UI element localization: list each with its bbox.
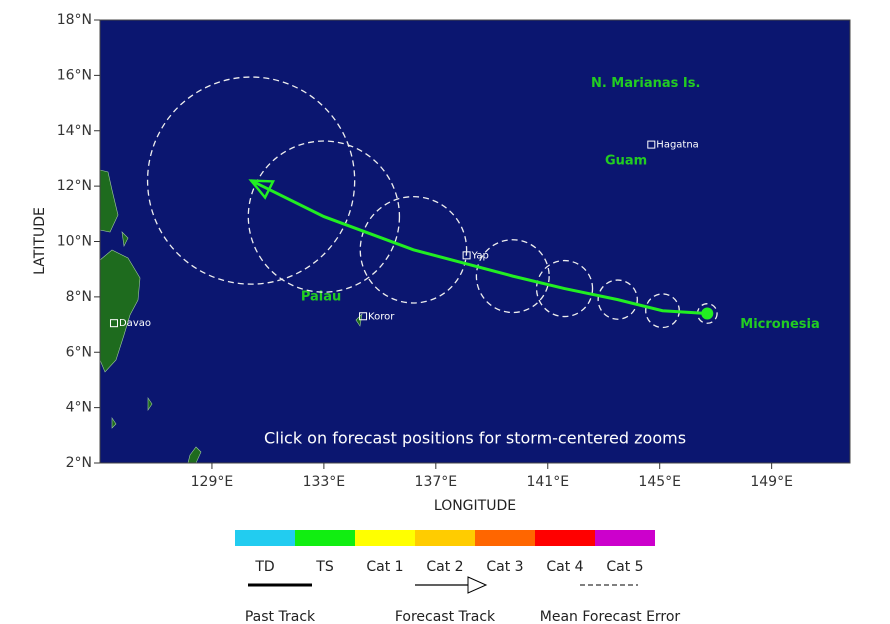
category-swatch: [595, 530, 655, 546]
place-marker: [109, 319, 118, 328]
forecast-track: [250, 179, 708, 315]
place-label: Hagatna: [656, 140, 699, 151]
legend-label: Mean Forecast Error: [540, 609, 681, 624]
place-label: Koror: [368, 311, 395, 322]
instruction: Click on forecast positions for storm-ce…: [264, 429, 686, 448]
ocean: [100, 20, 850, 463]
place-label: Davao: [119, 318, 151, 329]
forecast-arrow-sample: [467, 576, 488, 594]
legend-label: Past Track: [245, 609, 316, 624]
y-tick-label: 4°N: [66, 400, 92, 416]
legend: Past Track Forecast Track Mean Forecast …: [245, 576, 681, 624]
category-label: Cat 1: [366, 559, 403, 575]
category-swatch: [535, 530, 595, 546]
y-tick-label: 12°N: [57, 178, 92, 194]
x-tick-label: 145°E: [638, 474, 681, 490]
forecast-error-circle[interactable]: [247, 140, 401, 293]
category-label: Cat 2: [426, 559, 463, 575]
x-axis-label: LONGITUDE: [434, 498, 516, 514]
category-swatch: [475, 530, 535, 546]
current-position[interactable]: [701, 307, 714, 320]
place-marker: [359, 312, 368, 321]
region-label: N. Marianas Is.: [591, 76, 701, 91]
category-swatch: [235, 530, 295, 546]
category-label: Cat 5: [606, 559, 643, 575]
forecast-error-circle[interactable]: [146, 76, 356, 285]
region-label: Palau: [301, 289, 341, 304]
y-tick-label: 8°N: [66, 289, 92, 305]
x-tick-label: 149°E: [750, 474, 793, 490]
land: [99, 169, 363, 464]
category-label: TS: [315, 559, 334, 575]
forecast-error-circle[interactable]: [475, 239, 550, 314]
category-swatch: [355, 530, 415, 546]
place-label: Yap: [471, 250, 489, 261]
forecast-error-circle[interactable]: [535, 259, 594, 318]
place-marker: [647, 140, 656, 149]
x-tick-label: 141°E: [526, 474, 569, 490]
category-label: Cat 3: [486, 559, 523, 575]
y-tick-label: 6°N: [66, 344, 92, 360]
y-tick-label: 16°N: [57, 67, 92, 83]
x-tick-label: 137°E: [415, 474, 458, 490]
region-label: Guam: [605, 154, 647, 169]
y-tick-label: 14°N: [57, 123, 92, 139]
y-tick-label: 10°N: [57, 234, 92, 250]
category-label: TD: [254, 559, 274, 575]
y-axis-label: LATITUDE: [32, 207, 48, 275]
forecast-arrowhead: [248, 179, 276, 200]
category-swatch: [295, 530, 355, 546]
region-label: Micronesia: [740, 317, 819, 332]
y-tick-label: 2°N: [66, 455, 92, 471]
legend-label: Forecast Track: [395, 609, 496, 624]
category-swatch: [415, 530, 475, 546]
forecast-error-circle[interactable]: [597, 279, 638, 320]
category-label: Cat 4: [546, 559, 583, 575]
x-tick-label: 133°E: [303, 474, 346, 490]
forecast-error-circle[interactable]: [359, 195, 468, 304]
y-tick-label: 18°N: [57, 12, 92, 28]
x-tick-label: 129°E: [191, 474, 234, 490]
